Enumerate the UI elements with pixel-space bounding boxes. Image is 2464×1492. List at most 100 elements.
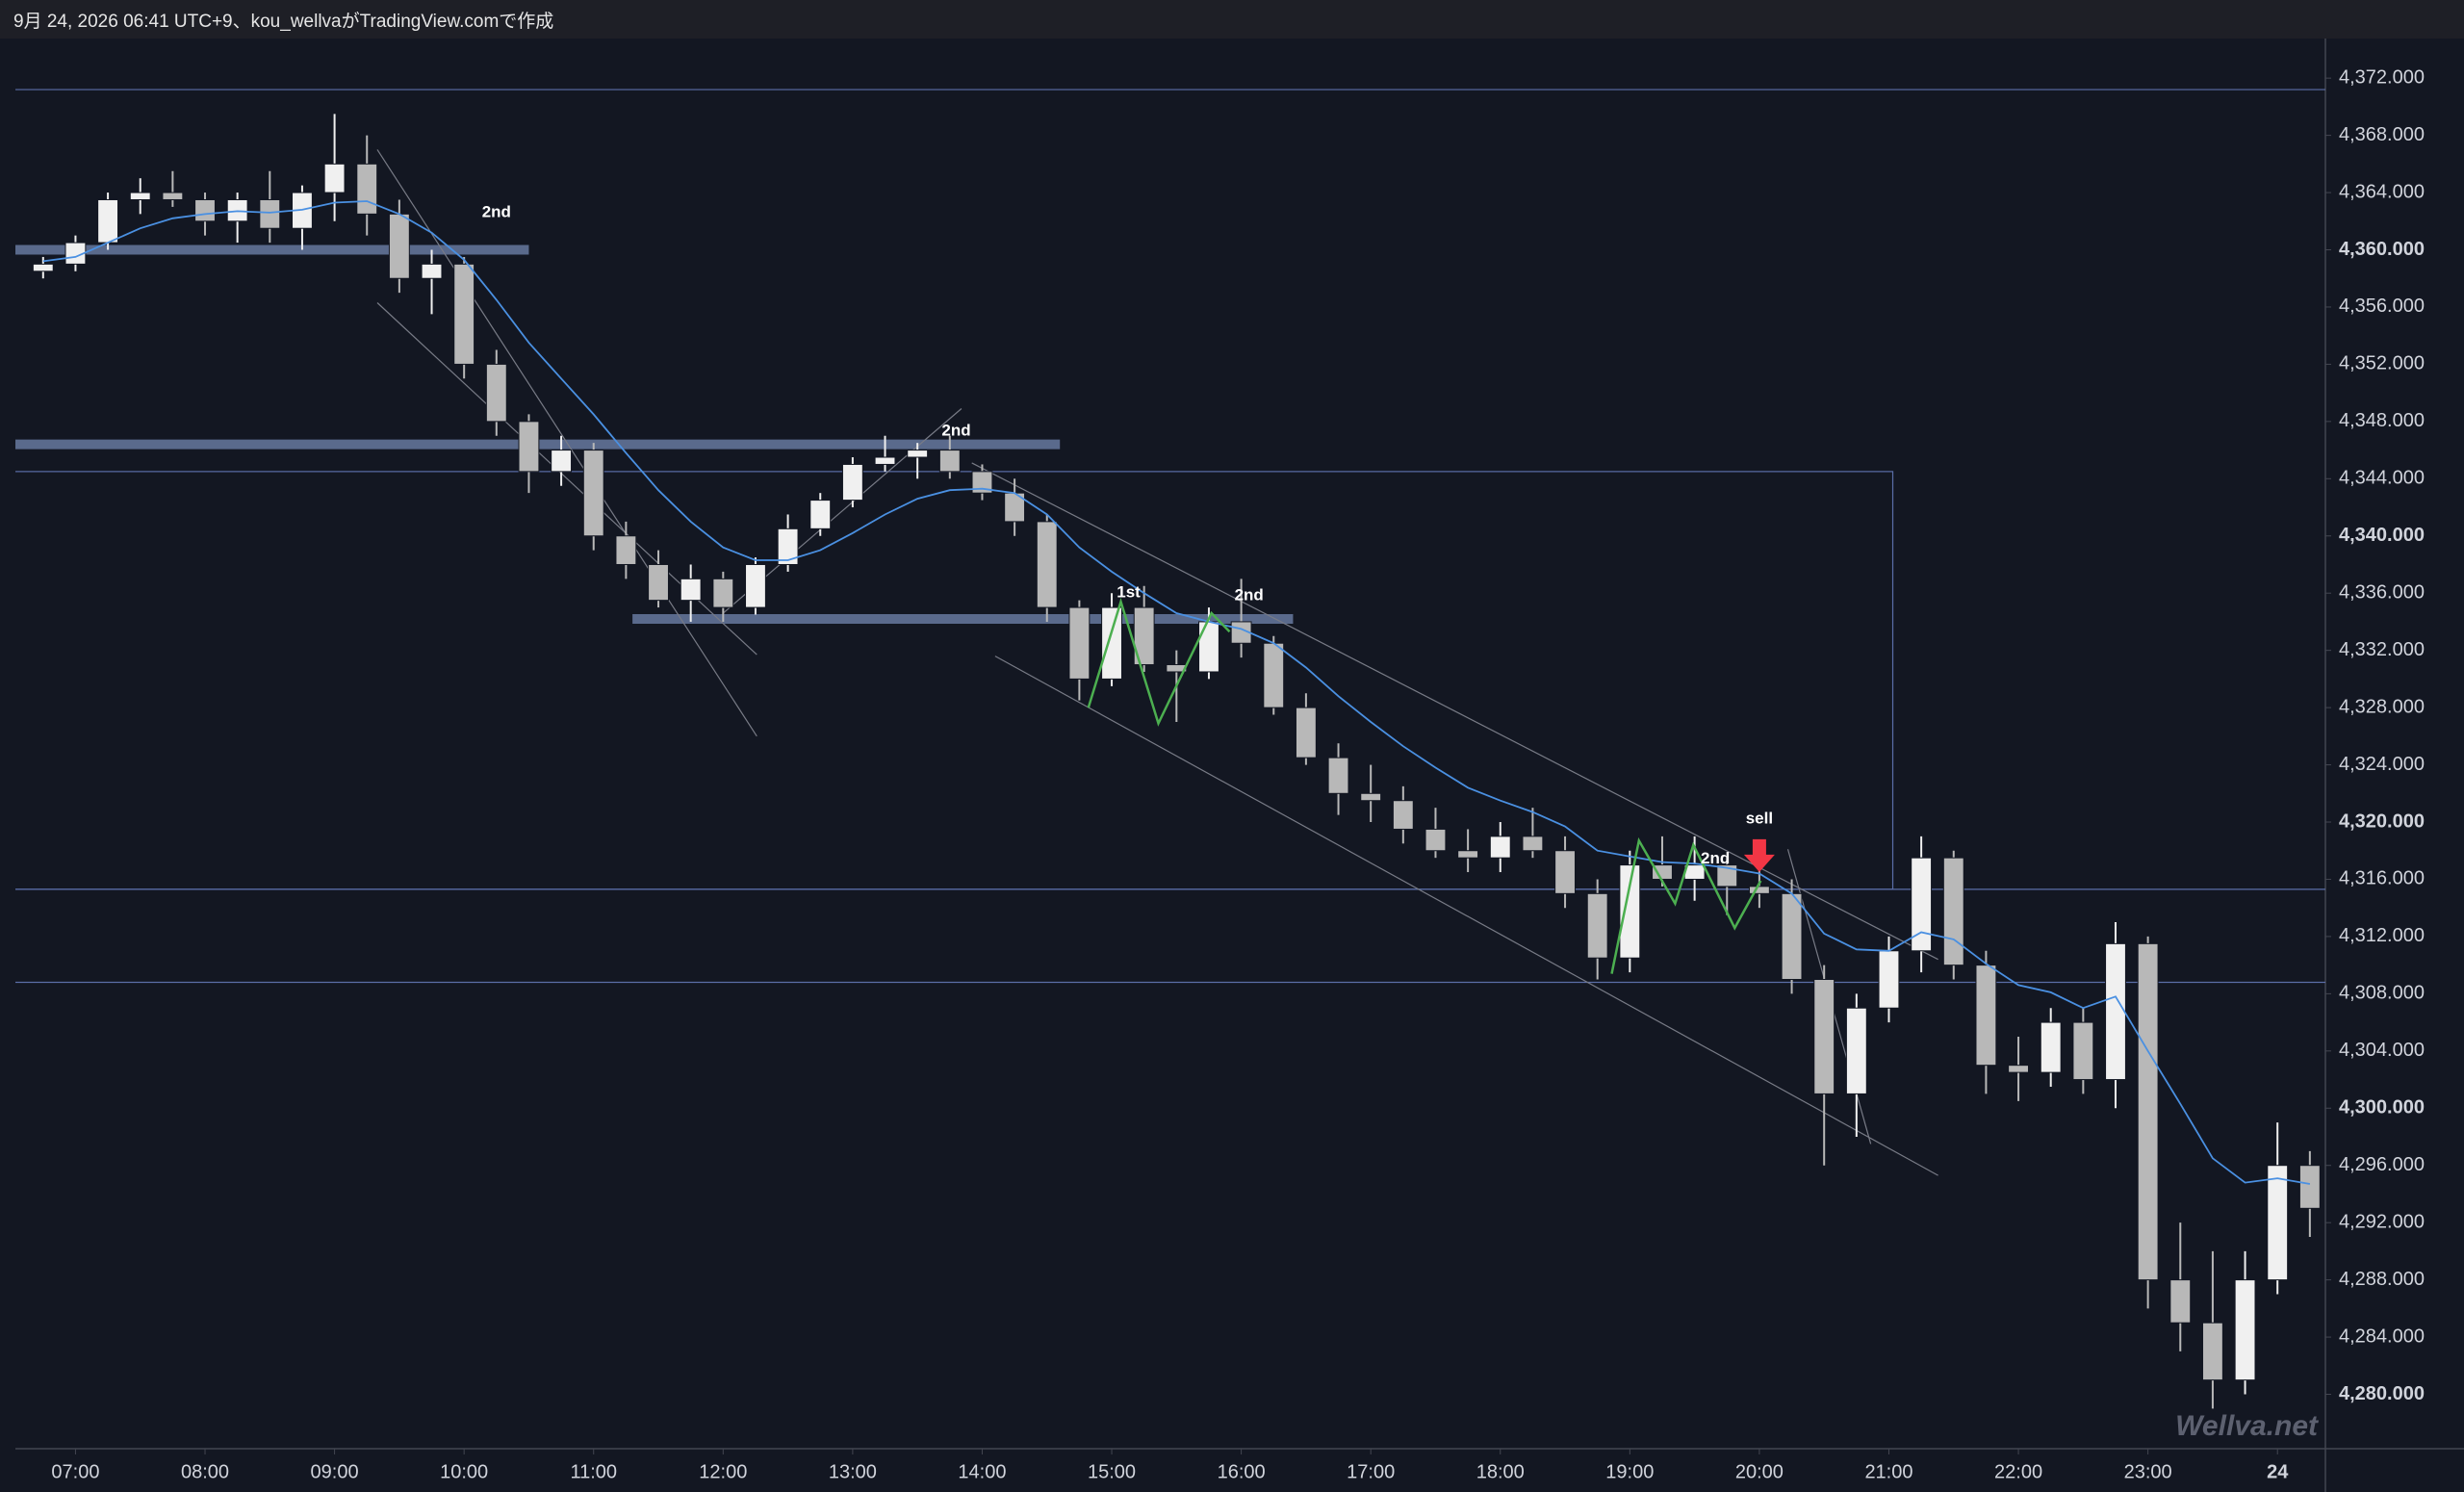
candle-body — [2234, 1279, 2256, 1381]
candle-body — [32, 263, 54, 272]
x-tick-label: 17:00 — [1347, 1461, 1395, 1482]
candle-body — [421, 263, 443, 279]
candle-body — [1748, 886, 1770, 894]
candle-body — [2169, 1279, 2192, 1324]
candle-body — [2072, 1021, 2094, 1081]
candle-body — [2267, 1165, 2289, 1281]
candle-body — [388, 213, 410, 279]
x-tick-label: 16:00 — [1218, 1461, 1266, 1482]
candle-body — [2137, 942, 2159, 1281]
candle-body — [194, 198, 216, 222]
annotation: 2nd — [482, 202, 511, 220]
y-tick-label: 4,372.000 — [2339, 66, 2425, 88]
candle-body — [1295, 707, 1317, 759]
x-tick-label: 10:00 — [440, 1461, 488, 1482]
candle-body — [1716, 864, 1738, 887]
y-tick-label: 4,356.000 — [2339, 296, 2425, 317]
x-tick-label: 12:00 — [699, 1461, 747, 1482]
candle-body — [841, 463, 863, 502]
candle-body — [712, 578, 734, 608]
candle-body — [745, 563, 766, 608]
y-tick-label: 4,316.000 — [2339, 868, 2425, 889]
candle-body — [777, 527, 799, 565]
candle-body — [680, 578, 702, 602]
candle-body — [1586, 892, 1608, 959]
y-tick-label: 4,284.000 — [2339, 1325, 2425, 1347]
candle-body — [2298, 1165, 2321, 1209]
y-tick-label: 4,320.000 — [2339, 810, 2425, 832]
y-tick-label: 4,312.000 — [2339, 925, 2425, 946]
y-tick-label: 4,352.000 — [2339, 353, 2425, 374]
annotation: sell — [1746, 810, 1773, 828]
candle-body — [1263, 642, 1285, 708]
candle-body — [1878, 950, 1900, 1009]
x-tick-label: 20:00 — [1735, 1461, 1784, 1482]
candle-body — [1554, 850, 1576, 894]
x-tick-label: 24 — [2267, 1461, 2289, 1482]
candle-body — [582, 450, 604, 537]
candle-body — [2008, 1065, 2029, 1073]
candle-body — [907, 450, 929, 458]
plot-area — [15, 89, 2325, 1409]
y-tick-label: 4,332.000 — [2339, 639, 2425, 660]
candle-body — [874, 456, 896, 465]
candle-body — [259, 198, 281, 229]
candle-body — [1781, 892, 1803, 981]
annotation: 2nd — [1235, 586, 1264, 605]
candle-body — [1911, 857, 1933, 952]
candle-body — [1845, 1007, 1867, 1094]
y-tick-label: 4,364.000 — [2339, 181, 2425, 202]
trend-line — [376, 149, 757, 737]
candle-body — [1619, 864, 1641, 959]
y-tick-label: 4,360.000 — [2339, 239, 2425, 260]
x-tick-label: 22:00 — [1994, 1461, 2042, 1482]
y-tick-label: 4,296.000 — [2339, 1154, 2425, 1175]
candle-body — [2040, 1021, 2062, 1073]
x-tick-label: 07:00 — [51, 1461, 99, 1482]
candle-body — [1068, 606, 1091, 680]
candle-body — [356, 163, 378, 215]
y-tick-label: 4,304.000 — [2339, 1040, 2425, 1061]
candle-body — [1942, 857, 1964, 966]
candle-body — [1327, 757, 1349, 794]
candle-body — [971, 471, 993, 494]
trend-line — [971, 462, 1938, 961]
candle-body — [97, 198, 119, 244]
y-tick-label: 4,292.000 — [2339, 1211, 2425, 1232]
candle-body — [1198, 621, 1219, 673]
x-tick-label: 19:00 — [1605, 1461, 1654, 1482]
candle-body — [938, 450, 961, 473]
candle-body — [1424, 828, 1447, 852]
zigzag — [1610, 836, 1762, 974]
header-bar — [0, 0, 2464, 39]
candle-body — [485, 363, 507, 423]
x-tick-label: 15:00 — [1088, 1461, 1136, 1482]
y-tick-label: 4,340.000 — [2339, 525, 2425, 546]
candle-body — [129, 192, 151, 200]
y-tick-label: 4,336.000 — [2339, 581, 2425, 603]
x-tick-label: 23:00 — [2124, 1461, 2172, 1482]
x-tick-label: 18:00 — [1476, 1461, 1525, 1482]
y-tick-label: 4,344.000 — [2339, 468, 2425, 489]
sell-arrow — [1743, 838, 1775, 872]
candle-body — [162, 192, 184, 200]
y-tick-label: 4,280.000 — [2339, 1383, 2425, 1404]
candle-body — [453, 263, 475, 365]
candle-body — [1489, 836, 1511, 859]
trend-line — [994, 656, 1938, 1176]
candle-body — [1813, 979, 1835, 1094]
candle-body — [551, 450, 573, 473]
x-tick-label: 21:00 — [1864, 1461, 1912, 1482]
candle-body — [1101, 606, 1122, 680]
x-tick-label: 09:00 — [311, 1461, 359, 1482]
moving-average — [42, 200, 2311, 1185]
candle-body — [648, 563, 669, 602]
annotation: 2nd — [1701, 849, 1730, 867]
candle-body — [2105, 942, 2126, 1081]
candle-body — [1457, 850, 1479, 859]
candle-body — [518, 421, 540, 473]
y-tick-label: 4,368.000 — [2339, 124, 2425, 145]
x-tick-label: 13:00 — [829, 1461, 877, 1482]
